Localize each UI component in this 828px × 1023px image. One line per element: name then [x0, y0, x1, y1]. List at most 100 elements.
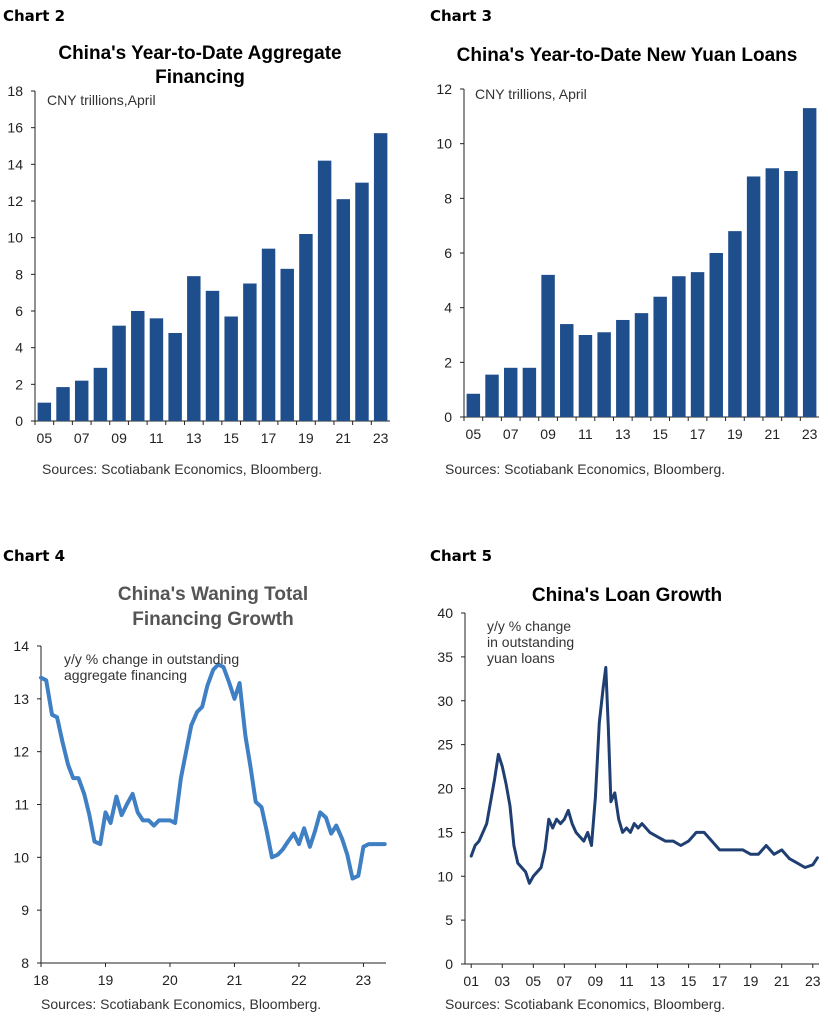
chart4-panel: Chart 4 China's Waning Total Financing Gr… [0, 500, 414, 1023]
chart2-bar [373, 133, 388, 421]
chart2-bar [131, 311, 145, 421]
chart3-y-tick-label: 10 [436, 136, 452, 152]
chart4-annotation-line: y/y % change in outstanding [64, 651, 239, 667]
chart3-bar [709, 253, 723, 417]
chart5-y-tick-label: 0 [445, 956, 453, 972]
chart3-y-tick-label: 4 [444, 300, 452, 316]
chart4-x-tick-label: 21 [227, 972, 243, 988]
chart5-x-tick-label: 05 [526, 973, 542, 989]
chart2-bar [112, 325, 126, 421]
chart3-annotation-line: CNY trillions, April [475, 86, 587, 102]
chart2-y-tick-label: 2 [15, 376, 23, 392]
chart4-svg: China's Waning Total Financing Growth 8 9 10… [13, 584, 387, 1012]
chart3-y-tick-label: 0 [444, 409, 452, 425]
chart3-bar [728, 231, 742, 417]
chart3-bar [560, 324, 574, 417]
chart2-y-tick-label: 10 [7, 230, 23, 246]
chart4-y-tick-label: 10 [13, 849, 29, 865]
chart5-label: Chart 5 [430, 547, 493, 565]
chart2-bar [224, 316, 238, 421]
chart2-title-line: Financing [155, 67, 245, 88]
chart4-label: Chart 4 [3, 547, 66, 565]
chart4-y-tick-label: 12 [13, 744, 29, 760]
chart4-series-line [39, 662, 387, 881]
chart2-y-tick-label: 8 [15, 266, 23, 282]
chart4-title-line: China's Waning Total [118, 584, 308, 605]
chart5-series-line [469, 665, 819, 885]
chart3-x-tick-label: 13 [615, 426, 631, 442]
chart3-x-tick-label: 11 [578, 426, 593, 442]
chart3-panel: Chart 3 China's Year-to-Date New Yuan Lo… [414, 0, 828, 500]
chart4-y-tick-label: 13 [13, 691, 29, 707]
chart2-bar [205, 290, 220, 421]
chart5-x-tick-label: 17 [712, 973, 728, 989]
chart5-annotation-line: in outstanding [487, 634, 574, 650]
chart3-x-tick-label: 19 [727, 426, 743, 442]
chart2-x-tick-label: 21 [336, 430, 352, 446]
chart5-y-tick-label: 40 [437, 605, 453, 621]
chart4-x-tick-label: 22 [291, 972, 307, 988]
chart5-x-tick-label: 11 [619, 973, 634, 989]
chart5-x-tick-label: 03 [494, 973, 510, 989]
chart5-x-tick-label: 01 [463, 973, 479, 989]
chart2-x-tick-label: 07 [74, 430, 90, 446]
chart3-source: Sources: Scotiabank Economics, Bloomberg… [445, 461, 725, 477]
chart2-bar [280, 268, 294, 421]
chart3-bar [690, 272, 705, 417]
chart3-bar [578, 335, 593, 417]
chart5-y-tick-label: 25 [437, 737, 453, 753]
chart2-bar [243, 283, 257, 421]
chart2-y-tick-label: 6 [15, 303, 23, 319]
chart2-bar [74, 380, 89, 421]
chart2-x-tick-label: 23 [373, 430, 389, 446]
chart3-title-line: China's Year-to-Date New Yuan Loans [457, 45, 798, 66]
chart2-bar [93, 367, 108, 421]
chart3-bar [765, 168, 780, 417]
chart5-y-tick-label: 5 [445, 912, 453, 928]
chart2-bar [261, 248, 276, 421]
chart2-label: Chart 2 [3, 7, 66, 25]
chart2-y-tick-label: 4 [15, 340, 23, 356]
chart4-x-tick-label: 20 [162, 972, 178, 988]
chart5-x-tick-label: 23 [805, 973, 821, 989]
chart2-bar [37, 402, 52, 421]
chart3-bar [634, 313, 649, 417]
chart2-bar [355, 182, 369, 421]
chart3-x-tick-label: 15 [652, 426, 668, 442]
chart2-source: Sources: Scotiabank Economics, Bloomberg… [42, 461, 322, 477]
chart2-bar [317, 160, 332, 421]
chart2-bar [149, 318, 164, 421]
chart2-svg: China's Year-to-Date Aggregate Financing 0… [7, 43, 390, 477]
chart5-annotation-line: yuan loans [487, 650, 555, 666]
chart5-x-tick-label: 09 [588, 973, 604, 989]
chart5-x-tick-label: 21 [774, 973, 790, 989]
chart3-y-tick-label: 2 [444, 354, 452, 370]
chart3-bar [746, 176, 761, 417]
chart2-y-tick-label: 16 [7, 120, 23, 136]
chart5-annotation-line: y/y % change [487, 618, 571, 634]
chart5-y-tick-label: 20 [437, 781, 453, 797]
chart5-y-tick-label: 10 [437, 868, 453, 884]
chart3-bar [522, 367, 537, 417]
chart2-title-line: China's Year-to-Date Aggregate [58, 43, 341, 64]
chart3-x-tick-label: 07 [503, 426, 519, 442]
chart5-x-tick-label: 19 [743, 973, 759, 989]
chart3-y-tick-label: 12 [436, 81, 452, 97]
chart5-y-tick-label: 15 [437, 824, 453, 840]
chart4-y-tick-label: 9 [21, 902, 29, 918]
chart4-y-tick-label: 14 [13, 638, 29, 654]
chart3-x-tick-label: 09 [540, 426, 556, 442]
chart2-x-tick-label: 17 [261, 430, 277, 446]
chart3-bar [466, 393, 481, 417]
chart3-x-tick-label: 05 [466, 426, 482, 442]
chart5-y-tick-label: 30 [437, 693, 453, 709]
chart3-bar [802, 108, 817, 417]
chart5-source: Sources: Scotiabank Economics, Bloomberg… [445, 996, 725, 1012]
chart4-x-tick-label: 23 [356, 972, 372, 988]
chart2-bar [168, 333, 182, 421]
chart4-x-tick-label: 19 [98, 972, 114, 988]
chart2-bar [336, 199, 351, 421]
chart3-y-tick-label: 8 [444, 190, 452, 206]
chart3-x-tick-label: 21 [765, 426, 781, 442]
chart4-title-line: Financing Growth [132, 609, 294, 630]
